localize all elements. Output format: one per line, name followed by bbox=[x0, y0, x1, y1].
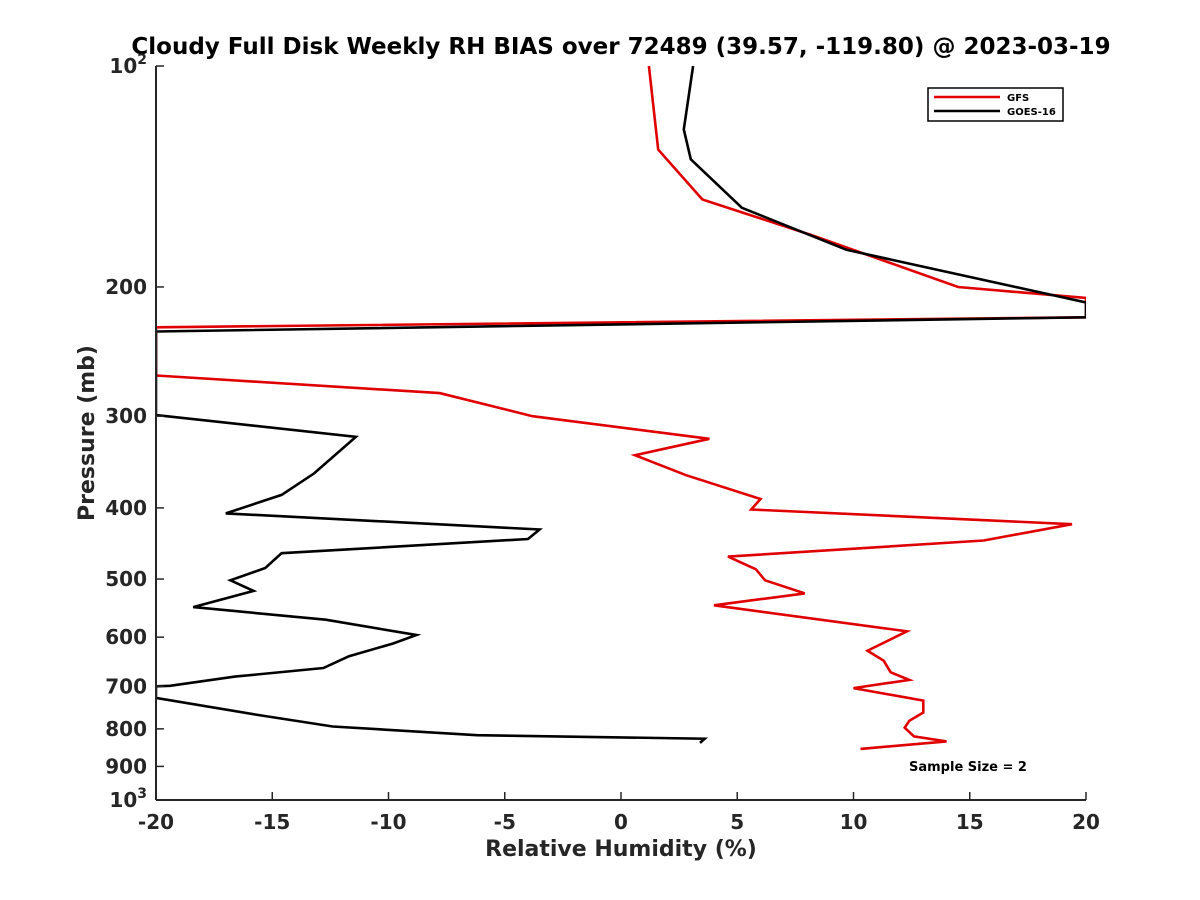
x-tick-label: -10 bbox=[370, 810, 406, 834]
legend-label: GOES-16 bbox=[1007, 107, 1056, 118]
plot-area bbox=[156, 66, 1086, 800]
x-tick-label: 0 bbox=[614, 810, 628, 834]
y-tick-label: 500 bbox=[105, 567, 147, 591]
x-tick-label: 20 bbox=[1072, 810, 1100, 834]
legend-box bbox=[927, 87, 1064, 122]
y-tick-label: 102 bbox=[109, 52, 147, 78]
x-tick-label: 10 bbox=[840, 810, 868, 834]
chart-title: Cloudy Full Disk Weekly RH BIAS over 724… bbox=[131, 34, 1110, 60]
series-line-gfs bbox=[156, 66, 1086, 751]
legend: GFS GOES-16 bbox=[927, 87, 1064, 122]
y-tick-label: 200 bbox=[105, 275, 147, 299]
x-tick-label: -20 bbox=[138, 810, 174, 834]
sample-size-annotation: Sample Size = 2 bbox=[909, 760, 1027, 775]
x-tick-label: 5 bbox=[730, 810, 744, 834]
x-tick-label: -15 bbox=[254, 810, 290, 834]
x-ticks: -20 -15 -10 -5 0 5 10 15 20 bbox=[138, 792, 1100, 834]
y-ticks: 102 200 300 400 500 600 700 800 900 103 bbox=[105, 52, 164, 812]
y-axis-label: Pressure (mb) bbox=[75, 345, 100, 521]
series-layer bbox=[156, 66, 1086, 751]
y-tick-label: 600 bbox=[105, 625, 147, 649]
y-tick-label: 700 bbox=[105, 674, 147, 698]
series-line-goes-16 bbox=[156, 66, 1086, 744]
x-tick-label: 15 bbox=[956, 810, 984, 834]
x-tick-label: -5 bbox=[494, 810, 516, 834]
y-tick-label: 800 bbox=[105, 717, 147, 741]
x-axis-label: Relative Humidity (%) bbox=[485, 837, 757, 862]
y-tick-label: 103 bbox=[109, 786, 147, 812]
legend-label: GFS bbox=[1007, 93, 1029, 104]
y-tick-label: 300 bbox=[105, 404, 147, 428]
y-tick-label: 400 bbox=[105, 496, 147, 520]
y-tick-label: 900 bbox=[105, 754, 147, 778]
